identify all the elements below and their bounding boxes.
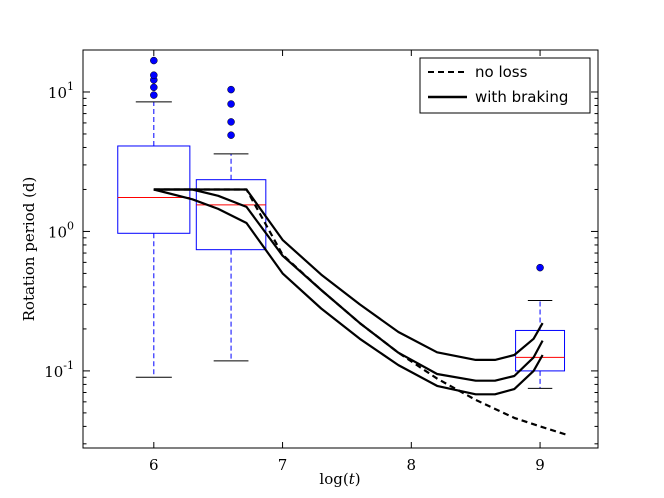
series-line-with-braking-lower xyxy=(153,188,544,396)
boxplot-outlier xyxy=(536,263,544,272)
boxplot-outlier xyxy=(227,131,235,139)
boxplot-outlier xyxy=(150,91,158,99)
y-tick-label: 101 xyxy=(48,80,74,102)
series-line-with-braking-upper xyxy=(153,188,544,361)
x-tick-label: 7 xyxy=(278,456,288,474)
boxplot-outlier xyxy=(227,85,235,94)
axis-ticks xyxy=(83,49,598,448)
boxplot-outlier xyxy=(150,71,158,79)
series-line-with-braking-middle xyxy=(153,188,544,382)
boxplot-outlier xyxy=(150,83,158,92)
x-tick-label: 8 xyxy=(407,456,417,474)
legend-label-no-loss: no loss xyxy=(475,63,528,81)
series-line-no-loss xyxy=(153,188,567,436)
x-axis-label: log(t) xyxy=(319,470,360,488)
y-tick-label: 100 xyxy=(48,219,74,241)
boxplot-outlier xyxy=(150,56,158,65)
y-tick-label: 10-1 xyxy=(44,359,74,381)
legend: no loss with braking xyxy=(419,57,591,114)
legend-box xyxy=(419,57,591,114)
boxplot-outlier xyxy=(227,100,235,108)
plot-frame xyxy=(82,49,599,449)
x-tick-label: 9 xyxy=(535,456,545,474)
legend-label-with-braking: with braking xyxy=(475,88,568,106)
tick-labels: 6 7 8 9 10-1 100 101 xyxy=(44,80,545,474)
boxplot-outlier xyxy=(227,118,235,126)
boxplot-box xyxy=(515,329,566,372)
y-axis-label: Rotation period (d) xyxy=(20,177,38,322)
plot-area xyxy=(117,56,567,436)
x-tick-label: 6 xyxy=(149,456,159,474)
